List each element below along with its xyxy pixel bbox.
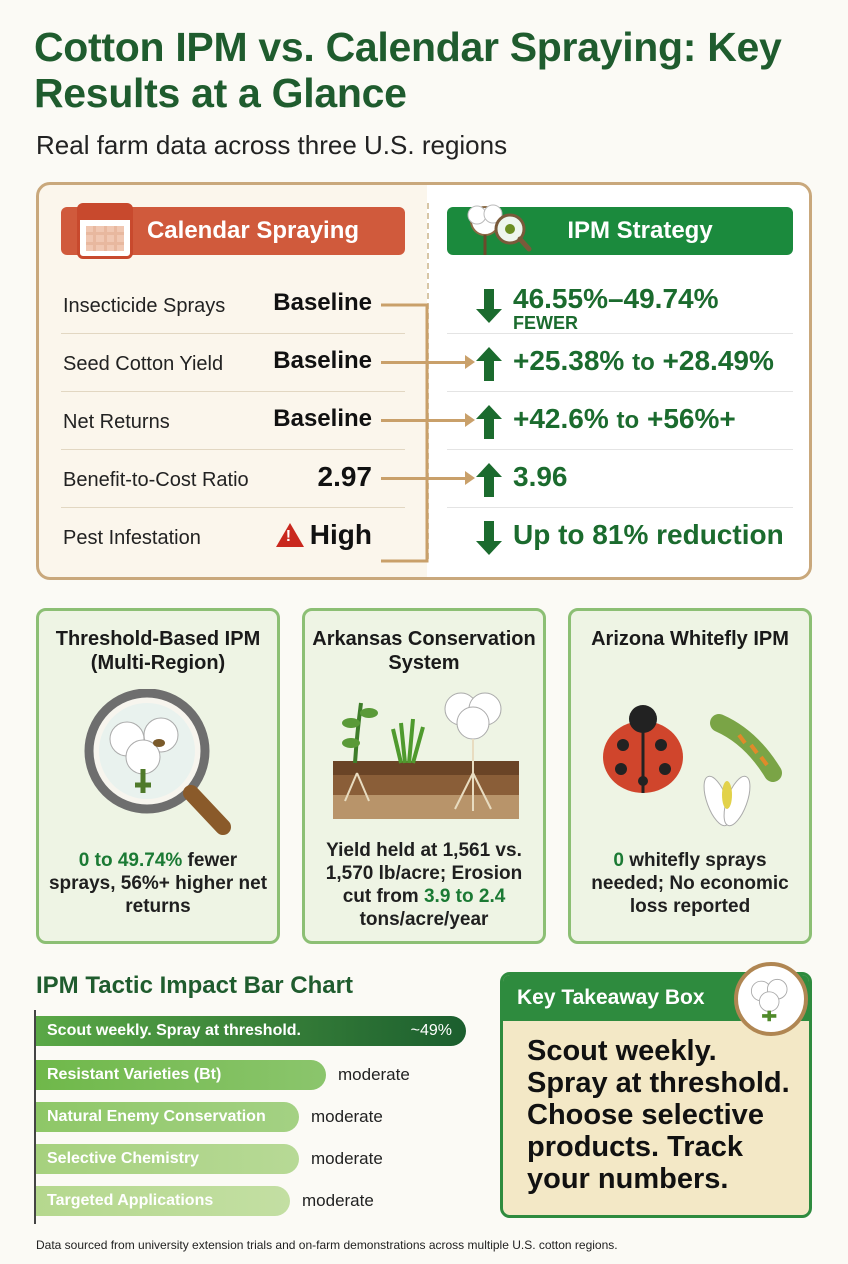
- whitefly-icon: [703, 775, 751, 827]
- cotton-magnifier-icon: [467, 204, 532, 255]
- chart-axis: [34, 1010, 36, 1224]
- card-title: Threshold-Based IPM (Multi-Region): [55, 628, 261, 674]
- cotton-badge-icon: [734, 962, 808, 1036]
- bar-label: Resistant Varieties (Bt): [47, 1066, 222, 1083]
- takeaway-text: Scout weekly. Spray at threshold. Choose…: [527, 1035, 790, 1195]
- chart-bar: Targeted Applications: [36, 1186, 290, 1216]
- card-arizona: Arizona Whitefly IPM 0 whitefly sprays n…: [568, 608, 812, 944]
- chart-title: IPM Tactic Impact Bar Chart: [36, 972, 353, 999]
- row-pest-infestation: Pest Infestation ! High Up to 81% reduct…: [39, 509, 809, 566]
- footer-note: Data sourced from university extension t…: [36, 1238, 618, 1252]
- card-title: Arkansas Conservation System: [312, 628, 536, 674]
- bar-value-label: moderate: [338, 1065, 410, 1084]
- arrow-up-icon: [476, 405, 502, 439]
- bar-value-label: ~49%: [410, 1022, 452, 1039]
- row-seed-cotton-yield: Seed Cotton Yield Baseline +25.38% to +2…: [39, 335, 809, 392]
- chart-bar: Resistant Varieties (Bt): [36, 1060, 326, 1090]
- chart-bar: Scout weekly. Spray at threshold. ~49%: [36, 1016, 466, 1046]
- page-title: Cotton IPM vs. Calendar Spraying: Key Re…: [34, 24, 782, 116]
- arrow-up-icon: [476, 463, 502, 497]
- bar-label: Natural Enemy Conservation: [47, 1108, 266, 1125]
- calendar-icon: [77, 203, 133, 259]
- row-insecticide-sprays: Insecticide Sprays Baseline 46.55%–49.74…: [39, 277, 809, 563]
- ladybug-icon: [603, 705, 683, 793]
- connector-lines: [381, 303, 429, 563]
- arrow-down-icon: [476, 289, 502, 323]
- magnifier-cotton-icon: [84, 689, 231, 835]
- arrow-down-icon: [476, 521, 502, 555]
- connector-arrow: [381, 471, 475, 485]
- bar-label: Selective Chemistry: [47, 1150, 200, 1167]
- card-title: Arizona Whitefly IPM: [591, 628, 789, 650]
- bar-label: Scout weekly. Spray at threshold.: [47, 1022, 301, 1039]
- calendar-header: Calendar Spraying: [61, 203, 405, 259]
- connector-arrow: [381, 355, 475, 369]
- chart-bar: Natural Enemy Conservation: [36, 1102, 299, 1132]
- bar-value-label: moderate: [311, 1107, 383, 1126]
- comparison-panel: Calendar Spraying IPM Strategy Insectici…: [36, 182, 812, 580]
- bar-value-label: moderate: [302, 1191, 374, 1210]
- connector-arrow: [381, 413, 475, 427]
- card-threshold-ipm: Threshold-Based IPM (Multi-Region) 0 to …: [36, 608, 280, 944]
- row-benefit-cost-ratio: Benefit-to-Cost Ratio 2.97 3.96: [39, 451, 809, 508]
- ipm-header: IPM Strategy: [447, 204, 793, 255]
- card-arkansas: Arkansas Conservation System Yield held …: [302, 608, 546, 944]
- warning-icon: !: [275, 523, 304, 547]
- soil-plants-icon: [333, 692, 519, 819]
- bar-label: Targeted Applications: [47, 1192, 214, 1209]
- row-net-returns: Net Returns Baseline +42.6% to +56%+: [39, 393, 809, 450]
- larva-icon: [710, 714, 782, 782]
- beneficial-insects-icon: [603, 705, 782, 827]
- chart-bar: Selective Chemistry: [36, 1144, 299, 1174]
- bar-value-label: moderate: [311, 1149, 383, 1168]
- page-subtitle: Real farm data across three U.S. regions: [36, 130, 508, 160]
- arrow-up-icon: [476, 347, 502, 381]
